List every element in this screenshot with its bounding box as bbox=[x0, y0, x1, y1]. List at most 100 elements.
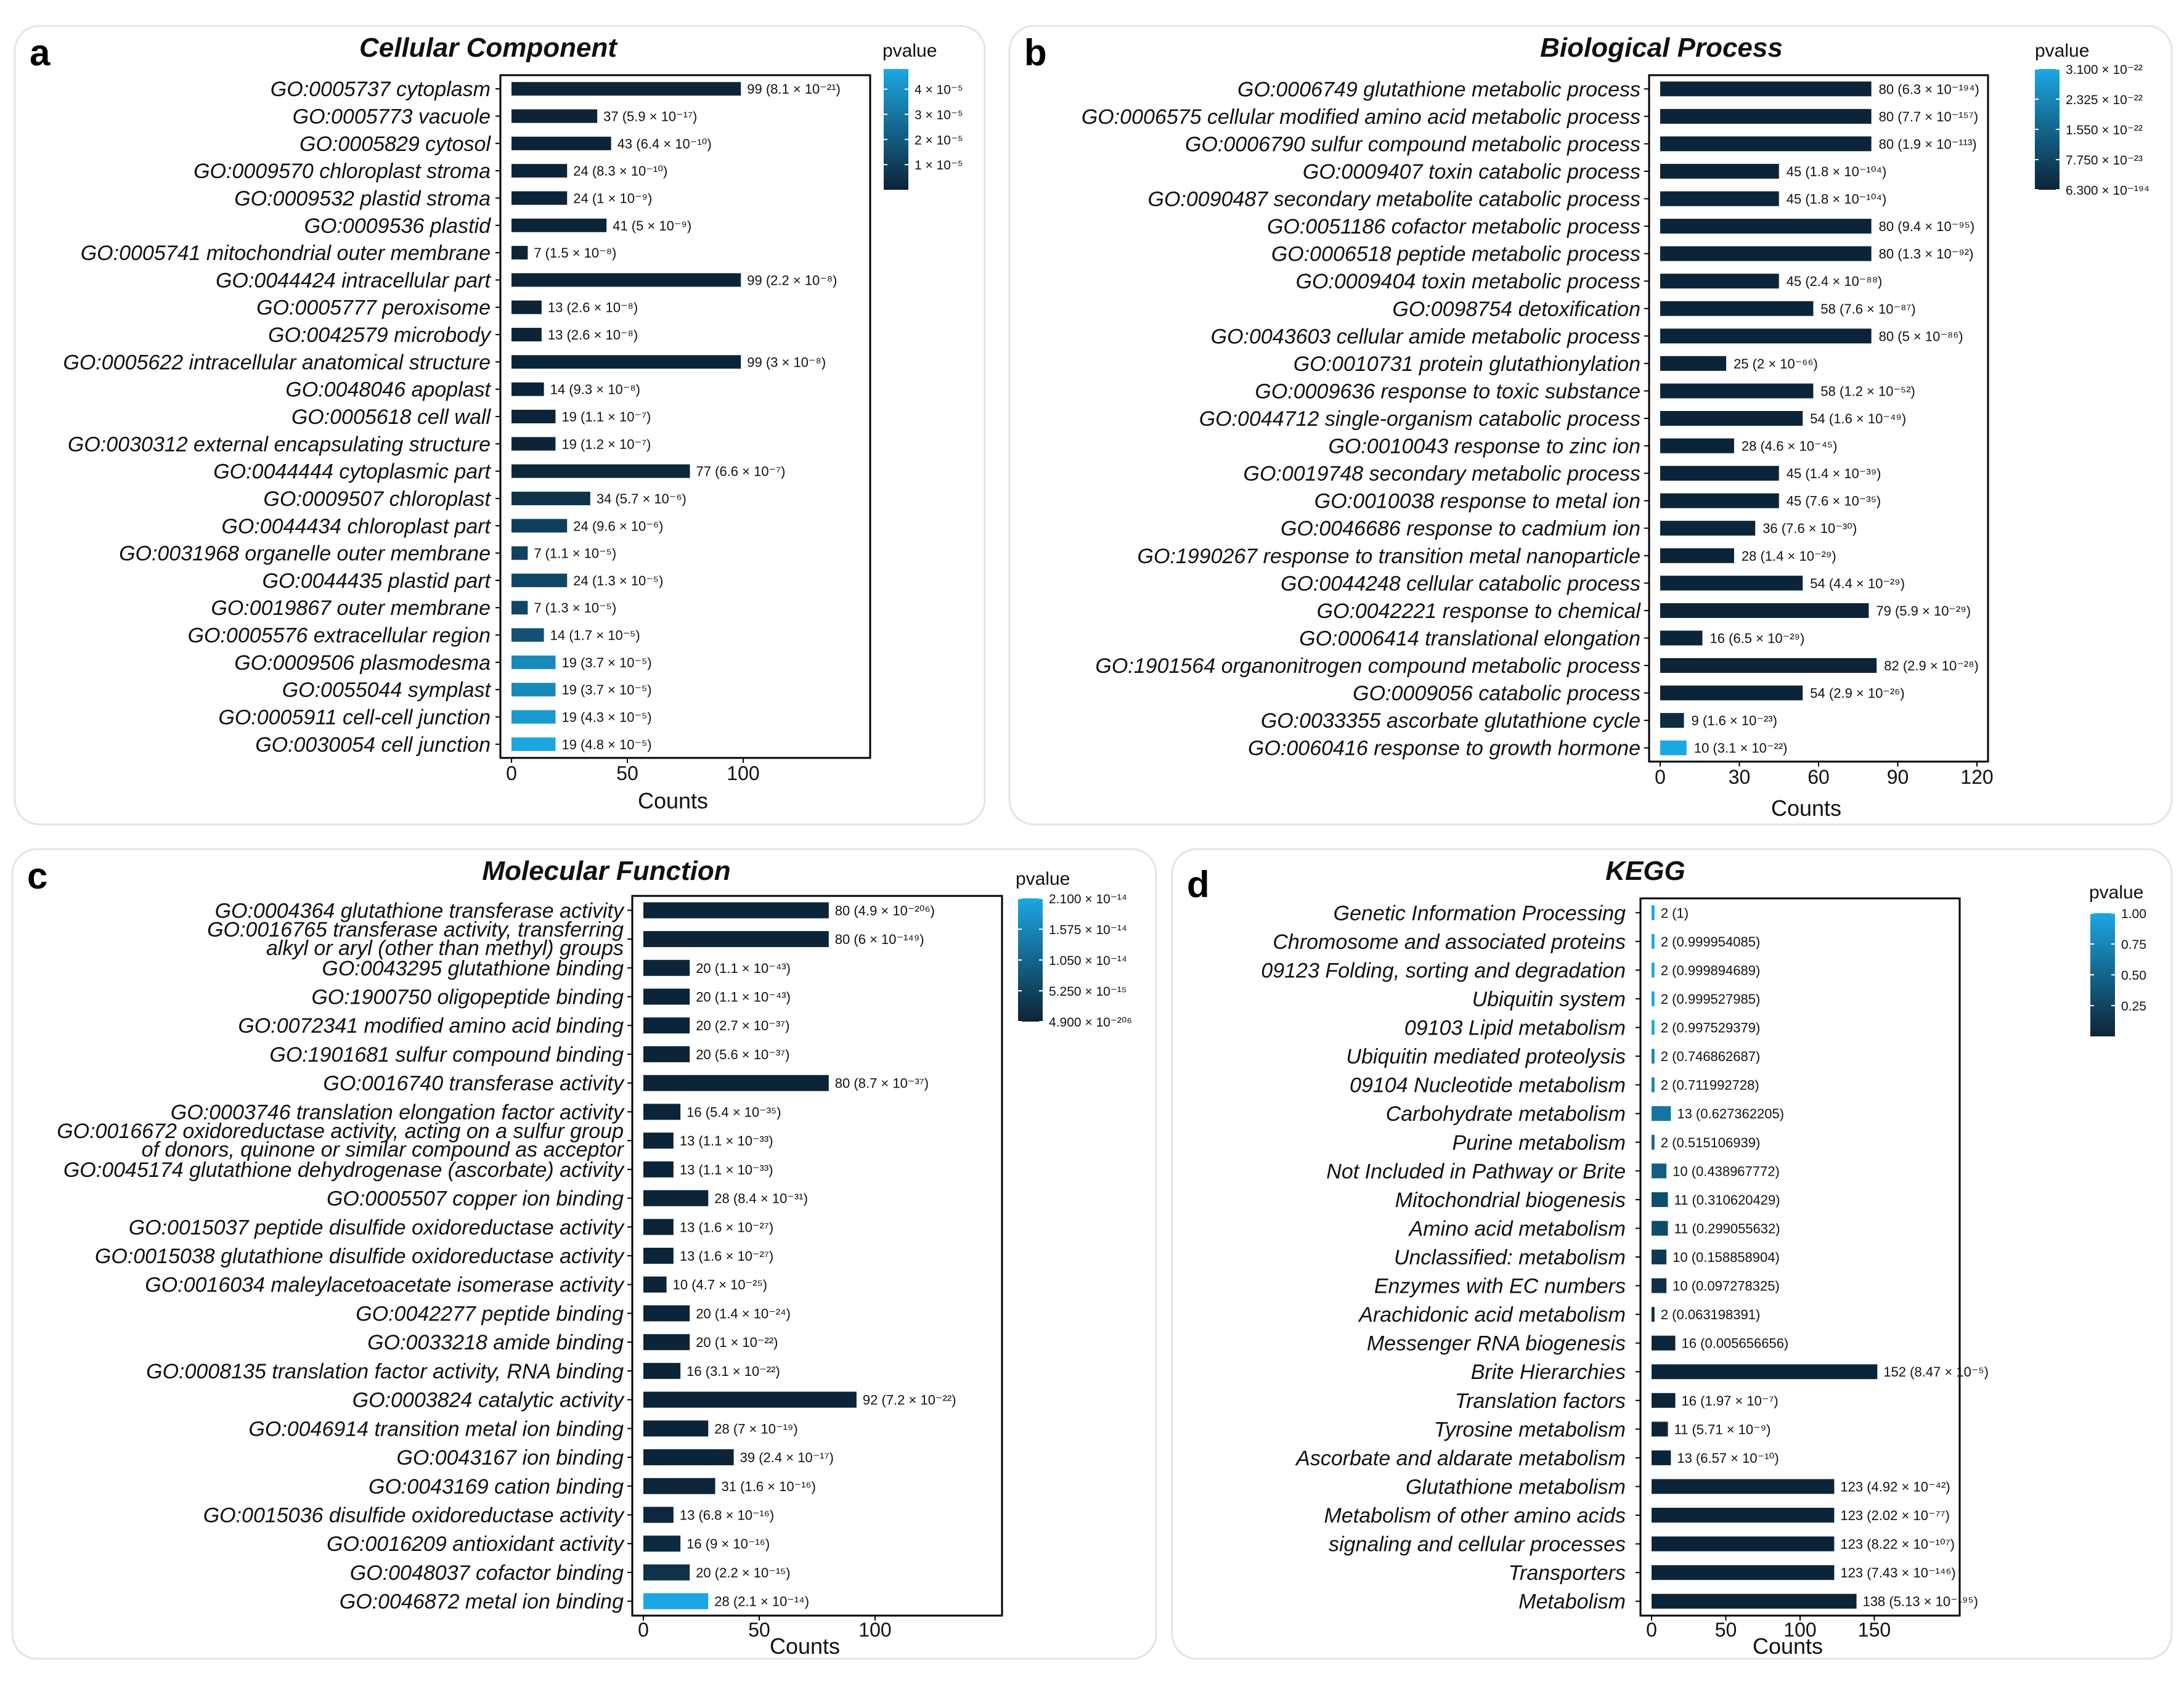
bar bbox=[1660, 658, 1877, 673]
bar-count: 80 bbox=[1879, 219, 1894, 234]
bar-value-label: 2 (0.999954085) bbox=[1661, 934, 1760, 950]
x-tick-label: 50 bbox=[748, 1619, 770, 1641]
category-label: GO:0005777 peroxisome bbox=[256, 296, 491, 320]
bar-pvalue: (0.310620429) bbox=[1688, 1192, 1780, 1208]
bar-count: 16 bbox=[1682, 1393, 1697, 1409]
x-tick-label: 30 bbox=[1729, 766, 1751, 788]
category-label: GO:0016209 antioxidant activity bbox=[327, 1532, 625, 1556]
category-label: GO:0006518 peptide metabolic process bbox=[1271, 243, 1640, 266]
bar-pvalue: (2.2 × 10⁻⁸) bbox=[762, 272, 837, 288]
bar-count: 7 bbox=[534, 600, 541, 616]
category-label: GO:0051186 cofactor metabolic process bbox=[1267, 215, 1640, 238]
bar bbox=[643, 1420, 709, 1437]
bar bbox=[1660, 163, 1779, 179]
category-label: GO:0033218 amide binding bbox=[367, 1331, 624, 1354]
bar-value-label: 82 (2.9 × 10⁻²⁸) bbox=[1884, 658, 1979, 673]
category-label: GO:0060416 response to growth hormone bbox=[1248, 737, 1640, 760]
bar-pvalue: (1.3 × 10⁻⁵) bbox=[589, 573, 664, 588]
bar-value-label: 80 (1.9 × 10⁻¹¹³) bbox=[1879, 136, 1977, 152]
bar-count: 54 bbox=[1810, 411, 1825, 426]
x-tick-label: 100 bbox=[1783, 1619, 1816, 1641]
category-label: GO:0005622 intracellular anatomical stru… bbox=[63, 351, 491, 374]
bar-pvalue: (4.7 × 10⁻²⁵) bbox=[688, 1277, 767, 1293]
category-label: GO:0019748 secondary metabolic process bbox=[1244, 462, 1640, 486]
bar-value-label: 2 (0.746862687) bbox=[1661, 1049, 1760, 1064]
bar-pvalue: (6.6 × 10⁻⁷) bbox=[711, 464, 785, 479]
category-label: GO:0009507 chloroplast bbox=[263, 487, 491, 511]
bar-value-label: 43 (6.4 × 10⁻¹⁰) bbox=[617, 136, 712, 152]
bar bbox=[643, 1449, 734, 1466]
bar-pvalue: (1.1 × 10⁻³³) bbox=[695, 1162, 773, 1178]
bar-value-label: 13 (6.8 × 10⁻¹⁶) bbox=[680, 1507, 774, 1523]
panel-tag: c bbox=[27, 855, 47, 897]
bar-count: 19 bbox=[561, 737, 576, 752]
bar-value-label: 14 (1.7 × 10⁻⁵) bbox=[550, 628, 640, 643]
bar-pvalue: (0.999894689) bbox=[1668, 962, 1760, 978]
bar bbox=[1660, 411, 1803, 426]
bar-pvalue: (0.746862687) bbox=[1668, 1049, 1760, 1064]
category-label: Amino acid metabolism bbox=[1408, 1217, 1626, 1240]
bar-count: 80 bbox=[835, 903, 850, 918]
bar bbox=[511, 464, 690, 478]
bar bbox=[1652, 1192, 1668, 1207]
kegg-chart: d KEGG Genetic Information Processing 2 (1)… bbox=[1171, 848, 2173, 1660]
bar-count: 13 bbox=[680, 1248, 695, 1264]
bar-pvalue: (2.2 × 10⁻¹⁵) bbox=[711, 1565, 791, 1580]
bar-value-label: 20 (2.7 × 10⁻³⁷) bbox=[696, 1018, 789, 1033]
bar-count: 24 bbox=[573, 163, 588, 179]
bar-pvalue: (5.9 × 10⁻¹⁷) bbox=[619, 108, 698, 124]
category-label: GO:0009532 plastid stroma bbox=[234, 187, 491, 210]
category-label: GO:0044435 plastid part bbox=[263, 569, 492, 593]
category-label: GO:0005829 cytosol bbox=[299, 132, 491, 156]
bar bbox=[511, 382, 544, 396]
bar-count: 14 bbox=[550, 628, 565, 643]
bar-count: 45 bbox=[1787, 192, 1801, 207]
bar-value-label: 123 (8.22 × 10⁻¹⁰⁷) bbox=[1840, 1537, 1955, 1552]
bar bbox=[1652, 1450, 1671, 1465]
bar-count: 20 bbox=[696, 1306, 711, 1321]
bar-value-label: 24 (1 × 10⁻⁹) bbox=[573, 190, 652, 206]
bar-count: 19 bbox=[561, 436, 576, 452]
bar-value-label: 11 (5.71 × 10⁻⁹) bbox=[1674, 1422, 1771, 1437]
category-label: GO:0009407 toxin catabolic process bbox=[1303, 160, 1640, 184]
bar-value-label: 24 (1.3 × 10⁻⁵) bbox=[573, 573, 663, 588]
bar-pvalue: (1) bbox=[1668, 905, 1689, 921]
bar-count: 54 bbox=[1810, 576, 1825, 591]
legend-tick-label: 2.100 × 10⁻¹⁴ bbox=[1049, 892, 1127, 906]
bar-pvalue: (4.3 × 10⁻⁵) bbox=[577, 710, 652, 725]
bar bbox=[643, 1248, 674, 1264]
bar-count: 138 bbox=[1863, 1594, 1886, 1609]
bar-count: 80 bbox=[1879, 109, 1894, 124]
bar-value-label: 45 (1.8 × 10⁻¹⁰⁴) bbox=[1787, 192, 1887, 207]
bar-value-label: 28 (7 × 10⁻¹⁹) bbox=[714, 1421, 797, 1436]
bar-pvalue: (0.515106939) bbox=[1668, 1135, 1760, 1150]
bar-pvalue: (5.13 × 10⁻¹⁹⁵) bbox=[1885, 1594, 1978, 1609]
category-label: GO:0009506 plasmodesma bbox=[234, 651, 491, 675]
bar-count: 24 bbox=[573, 190, 588, 206]
bar-value-label: 92 (7.2 × 10⁻²²) bbox=[863, 1393, 956, 1408]
bar-count: 14 bbox=[550, 382, 565, 397]
category-label: GO:1990267 response to transition metal … bbox=[1138, 545, 1641, 568]
bar-value-label: 16 (9 × 10⁻¹⁶) bbox=[687, 1536, 770, 1552]
bar-pvalue: (1.6 × 10⁻²⁷) bbox=[695, 1219, 773, 1235]
bar-count: 20 bbox=[696, 1018, 711, 1033]
bar-count: 7 bbox=[534, 546, 541, 561]
bar bbox=[1660, 603, 1869, 618]
bar-value-label: 16 (0.005656656) bbox=[1682, 1336, 1789, 1351]
bar bbox=[643, 1276, 667, 1293]
bar-count: 80 bbox=[1879, 246, 1894, 262]
category-label: GO:0031968 organelle outer membrane bbox=[119, 542, 491, 566]
bar-value-label: 10 (0.438967772) bbox=[1673, 1163, 1780, 1179]
category-label: GO:0019867 outer membrane bbox=[211, 596, 491, 620]
category-label: GO:0005773 vacuole bbox=[293, 105, 491, 128]
bar-value-label: 13 (1.1 × 10⁻³³) bbox=[680, 1162, 773, 1178]
category-label: signaling and cellular processes bbox=[1329, 1533, 1626, 1556]
category-label: Arachidonic acid metabolism bbox=[1358, 1303, 1626, 1327]
bar bbox=[1652, 1536, 1835, 1552]
bar bbox=[1652, 1508, 1835, 1523]
bar-pvalue: (6.3 × 10⁻¹⁹⁴) bbox=[1894, 81, 1979, 97]
legend-tick-label: 0.75 bbox=[2121, 938, 2146, 952]
bar-value-label: 80 (7.7 × 10⁻¹⁵⁷) bbox=[1879, 109, 1978, 124]
category-label: GO:1900750 oligopeptide binding bbox=[311, 986, 624, 1009]
bar-pvalue: (1.97 × 10⁻⁷) bbox=[1697, 1393, 1779, 1409]
